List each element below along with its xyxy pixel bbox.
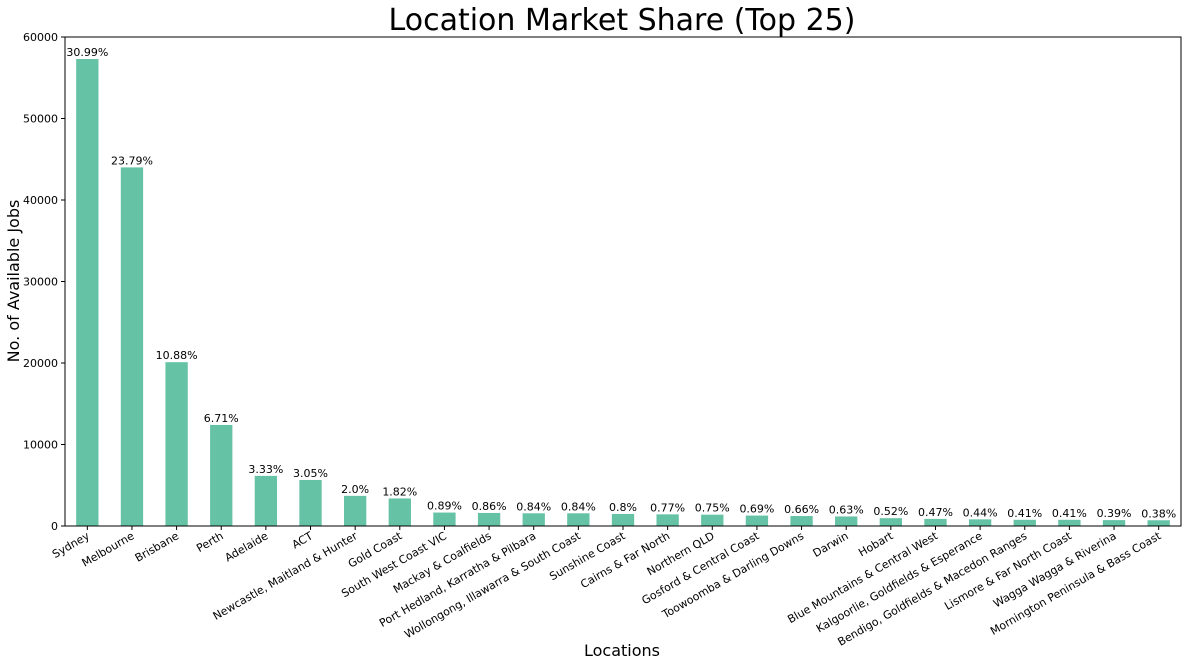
bar [701,514,724,526]
y-axis: 0 10000 20000 30000 40000 50000 60000 [23,31,65,533]
bar [254,475,278,526]
bar [835,516,858,526]
x-tick-label: Brisbane [133,529,182,565]
plot-frame [64,36,1182,527]
x-tick-label: Adelaide [223,529,271,564]
data-label: 2.0% [341,483,369,496]
bar [210,424,233,526]
data-label: 0.69% [739,503,774,516]
bar [1013,519,1036,526]
bar [924,518,947,526]
bar [477,512,501,526]
y-tick-label: 40000 [23,194,58,207]
x-tick-label: Darwin [811,529,851,560]
y-tick-label: 0 [51,520,58,533]
bar [165,362,188,526]
data-label: 0.41% [1007,507,1042,520]
bar [76,59,99,526]
bar [879,518,902,526]
bar [1102,520,1126,526]
bar [433,512,456,526]
y-tick-label: 20000 [23,357,58,370]
data-label: 0.44% [963,506,998,519]
data-labels-layer: 30.99% 23.79% 10.88% 6.71% 3.33% 3.05% 2.0% 1.8… [66,46,1176,520]
bar [968,519,992,526]
bar [790,516,813,526]
bar [1058,519,1081,526]
bars-layer [76,59,1170,526]
data-label: 0.41% [1052,507,1087,520]
data-label: 0.89% [427,500,462,513]
bar [120,167,144,526]
chart-title: Location Market Share (Top 25) [389,3,856,38]
data-label: 1.82% [382,485,417,498]
data-label: 0.84% [561,500,596,513]
bar [299,479,322,526]
data-label: 0.38% [1141,507,1176,520]
data-label: 3.33% [248,463,283,476]
data-label: 6.71% [204,412,239,425]
data-label: 30.99% [66,46,108,59]
data-label: 0.86% [472,500,507,513]
x-tick-label: Perth [194,529,225,555]
data-label: 23.79% [111,154,153,167]
x-tick-label: Newcastle, Maitland & Hunter [211,529,360,623]
bar [388,498,411,526]
bar [522,513,545,526]
bar [611,513,635,526]
bar [745,515,769,526]
data-label: 0.63% [829,503,864,516]
y-axis-label: No. of Available Jobs [4,200,23,363]
bar [1147,520,1170,526]
data-label: 0.66% [784,503,819,516]
data-label: 0.77% [650,501,685,514]
data-label: 0.8% [609,501,637,514]
y-tick-label: 50000 [23,113,58,126]
x-tick-label: ACT [290,529,316,551]
bar [344,495,367,526]
data-label: 10.88% [156,349,198,362]
data-label: 0.52% [873,505,908,518]
data-label: 3.05% [293,467,328,480]
x-axis-label: Locations [584,641,660,660]
bar [656,514,679,526]
data-label: 0.47% [918,506,953,519]
data-label: 0.75% [695,502,730,515]
y-tick-label: 10000 [23,439,58,452]
y-tick-label: 60000 [23,31,58,44]
y-tick-label: 30000 [23,276,58,289]
data-label: 0.39% [1097,507,1132,520]
bar [567,513,590,526]
data-label: 0.84% [516,500,551,513]
